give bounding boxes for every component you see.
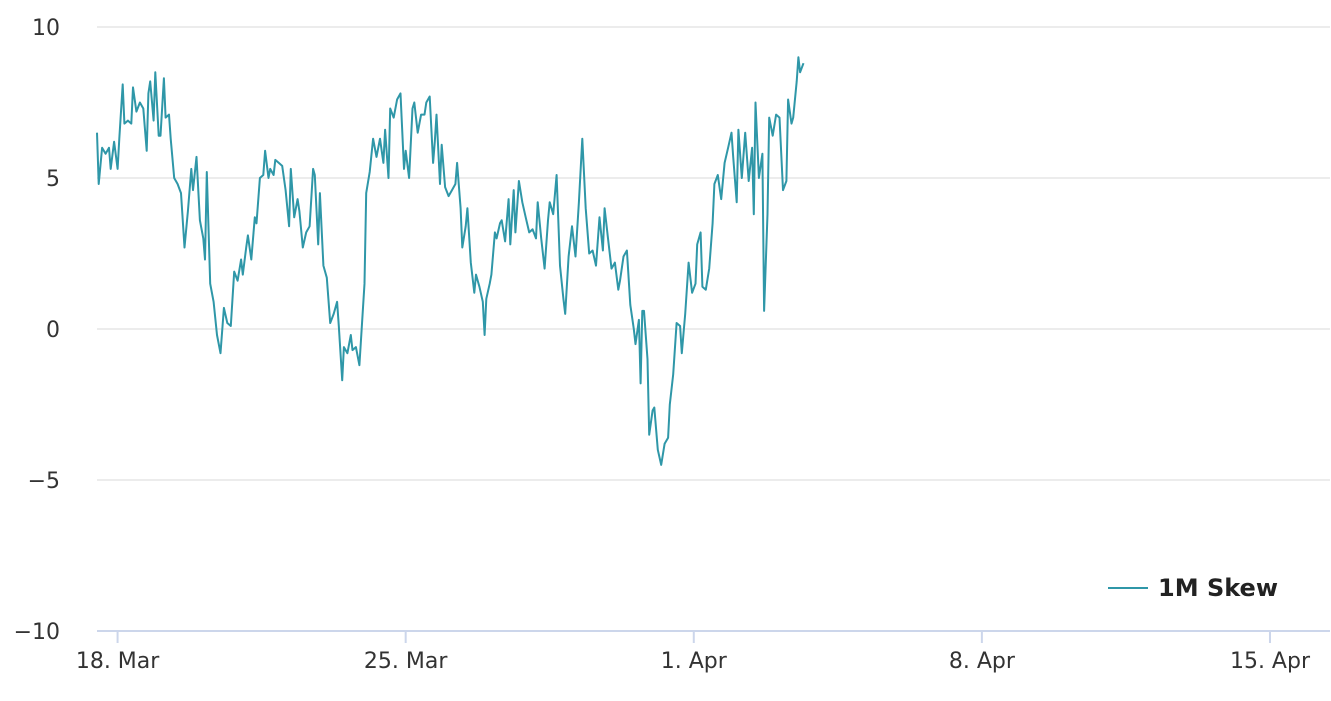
x-tick-label: 15. Apr — [1230, 649, 1311, 674]
y-tick-label: 0 — [46, 318, 60, 343]
x-tick-label: 25. Mar — [364, 649, 448, 674]
series-group — [96, 56, 805, 466]
legend-label-1m-skew: 1M Skew — [1158, 574, 1278, 602]
y-tick-label: −10 — [14, 620, 60, 645]
series-line-1m-skew — [96, 56, 805, 466]
y-tick-label: −5 — [28, 469, 60, 494]
x-tick-label: 18. Mar — [76, 649, 160, 674]
x-tick-label: 1. Apr — [661, 649, 728, 674]
y-axis-ticks: −10 −5 0 5 10 — [14, 16, 60, 645]
gridlines — [97, 26, 1330, 481]
legend[interactable]: 1M Skew — [1108, 574, 1278, 602]
y-tick-label: 10 — [32, 16, 60, 41]
y-tick-label: 5 — [46, 167, 60, 192]
x-axis-ticks: 18. Mar 25. Mar 1. Apr 8. Apr 15. Apr — [76, 631, 1311, 674]
x-tick-label: 8. Apr — [949, 649, 1016, 674]
